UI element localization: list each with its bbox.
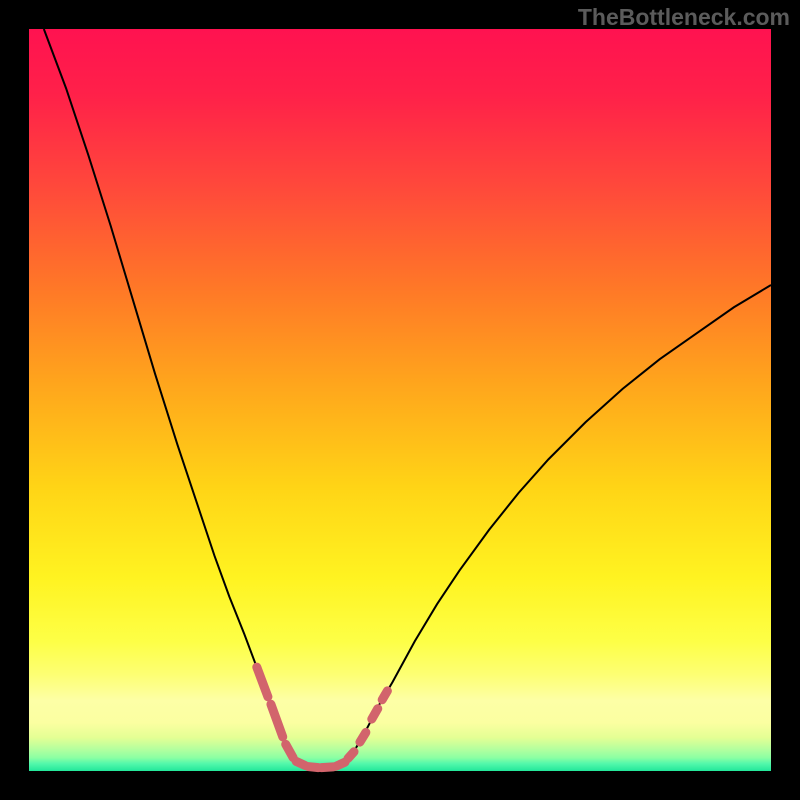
- overlay-segment: [308, 767, 318, 768]
- overlay-segment: [336, 762, 345, 766]
- overlay-segment: [321, 767, 333, 768]
- overlay-segment: [286, 744, 293, 757]
- overlay-segment: [382, 691, 387, 700]
- overlay-segment: [348, 752, 354, 759]
- overlay-segment: [257, 667, 268, 697]
- curve-svg: [29, 29, 771, 771]
- bottleneck-curve: [44, 29, 771, 768]
- plot-area: [29, 29, 771, 771]
- overlay-segment: [372, 709, 378, 719]
- overlay-segment: [271, 704, 283, 737]
- watermark-text: TheBottleneck.com: [578, 4, 790, 31]
- overlay-segment: [296, 761, 305, 765]
- overlay-segment: [360, 732, 366, 742]
